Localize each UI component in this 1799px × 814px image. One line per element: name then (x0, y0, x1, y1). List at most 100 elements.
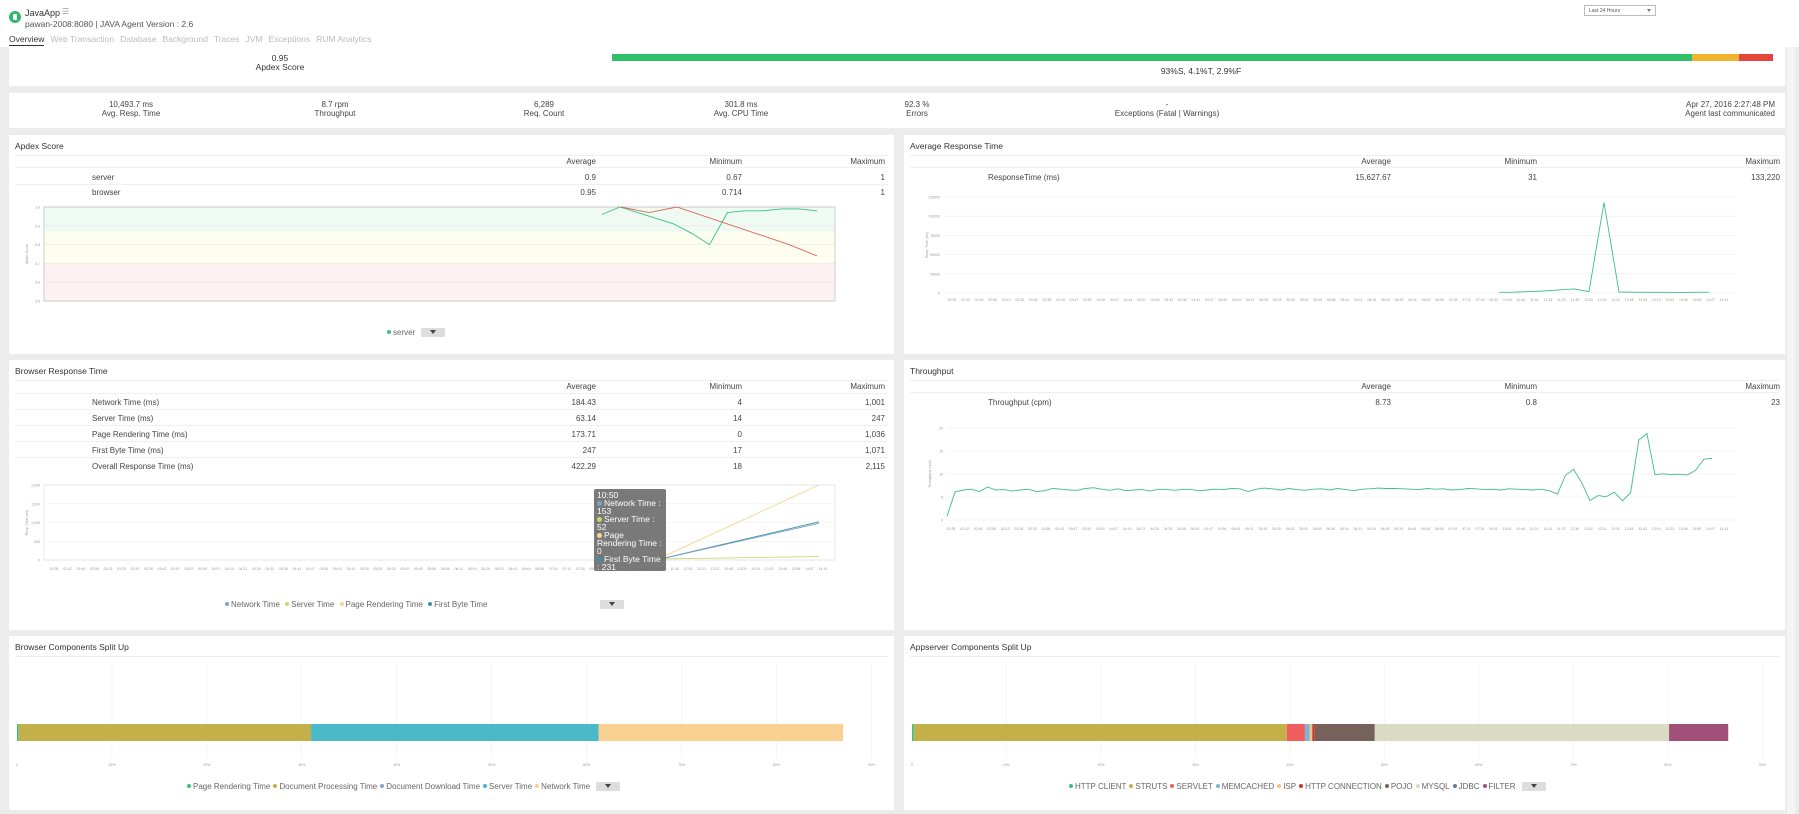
panel-divider (910, 656, 1779, 657)
col-header-minimum: Minimum (1504, 157, 1537, 166)
stat-value: Apr 27, 2016 2:27:48 PM (1686, 100, 1775, 109)
stat-label: Exceptions (Fatal | Warnings) (1114, 109, 1220, 118)
col-header-average: Average (1361, 157, 1391, 166)
x-tick-label: 02:42 (960, 527, 969, 531)
stat-label: Avg. CPU Time (713, 109, 769, 118)
legend-label[interactable]: MEMCACHED (1221, 782, 1275, 791)
x-tick-label: 05:32 (387, 567, 396, 571)
x-tick-label: 04:38 (1177, 527, 1186, 531)
x-tick-label: 04:21 (1137, 298, 1146, 302)
x-tick-label: 13:59 (792, 567, 801, 571)
x-tick-label: 07:18 (1476, 298, 1485, 302)
y-tick-label: 0.8 (35, 243, 40, 247)
x-tick-label: 03:47 (1070, 298, 1079, 302)
legend-label[interactable]: FILTER (1488, 782, 1516, 791)
tab-jvm[interactable]: JVM (245, 34, 263, 44)
legend-label[interactable]: Page Rendering Time (345, 600, 423, 609)
legend-label[interactable]: Document Processing Time (279, 782, 378, 791)
browser-split-bar-chart: 0 10% 20% 30% 40% 50% 60% 70% 80% 90% (16, 662, 875, 767)
legend-label[interactable]: Server Time (489, 782, 533, 791)
tab-web-transaction[interactable]: Web Transaction (50, 34, 115, 44)
col-header-maximum: Maximum (850, 382, 885, 391)
x-tick-label: 12:21 (1598, 298, 1607, 302)
legend-label[interactable]: STRUTS (1135, 782, 1168, 791)
row-avg: 8.73 (1375, 398, 1391, 407)
split-segment (1286, 724, 1305, 741)
legend-label[interactable]: SERVLET (1176, 782, 1213, 791)
row-avg-browser: 0.95 (580, 188, 596, 197)
x-tick-label: 04:41 (292, 567, 301, 571)
x-tick-label: 05:49 (414, 567, 423, 571)
download-chart-icon[interactable] (421, 328, 446, 338)
tooltip-series-name: Server Time (604, 514, 650, 524)
x-tick-label: 03:13 (1002, 298, 1011, 302)
legend-label[interactable]: server (393, 328, 416, 337)
legend-label[interactable]: JDBC (1458, 782, 1480, 791)
row-min: 4 (737, 398, 742, 407)
download-chart-icon[interactable] (596, 782, 621, 792)
legend-label[interactable]: HTTP CONNECTION (1305, 782, 1382, 791)
tooltip-line: Server Time : 52 (597, 514, 655, 532)
x-tick-label: 03:30 (1028, 527, 1037, 531)
legend-label[interactable]: Page Rendering Time (193, 782, 271, 791)
x-tick-label: 09:32 (589, 567, 598, 571)
legend-label[interactable]: Network Time (231, 600, 280, 609)
legend-label[interactable]: Document Download Time (386, 782, 481, 791)
x-tick-label: 04:47 (1205, 298, 1214, 302)
y-axis-label: Resp. Time (ms) (925, 232, 929, 258)
x-tick-label: 13:19 (1652, 298, 1661, 302)
tab-exceptions[interactable]: Exceptions (268, 34, 311, 44)
x-tick-label: 04:38 (1178, 298, 1187, 302)
x-tick-label: 11:01 (1530, 527, 1539, 531)
tooltip-series-name: Page Rendering Time (597, 530, 658, 548)
x-tick-label: 04:47 (306, 567, 315, 571)
legend-label[interactable]: MYSQL (1421, 782, 1450, 791)
download-chart-icon[interactable] (599, 600, 624, 610)
x-tick-label: 12:31 (1611, 527, 1620, 531)
x-tick-label: 06:11 (454, 567, 463, 571)
stat-label: Avg. Resp. Time (101, 109, 161, 118)
legend-label[interactable]: HTTP CLIENT (1075, 782, 1127, 791)
apdex-satisfied-segment (612, 54, 1692, 61)
x-tick-label: 02:56 (987, 527, 996, 531)
x-tick-label: 04:14 (1123, 527, 1132, 531)
tab-rum-analytics[interactable]: RUM Analytics (316, 34, 372, 44)
x-tick-label: 12:21 (1598, 527, 1607, 531)
x-tick-label: 14:14 (1720, 298, 1729, 302)
legend-label[interactable]: Server Time (291, 600, 335, 609)
legend-label[interactable]: ISP (1283, 782, 1297, 791)
tooltip-lines: Network Time : 153 Server Time : 52 Page R… (597, 499, 663, 571)
x-tick-label: 05:42 (1300, 298, 1309, 302)
tab-overview[interactable]: Overview (9, 34, 45, 46)
row-avg: 63.14 (575, 414, 596, 423)
legend-dot-icon (428, 602, 433, 607)
tab-traces[interactable]: Traces (213, 34, 240, 44)
download-chart-icon[interactable] (1521, 782, 1546, 792)
y-tick-label: 0.9 (35, 224, 40, 228)
page-scrollbar[interactable] (1787, 47, 1795, 814)
col-header-minimum: Minimum (1504, 382, 1537, 391)
split-segment (1309, 724, 1313, 741)
col-header-maximum: Maximum (850, 157, 885, 166)
tooltip-series-name: Overall Response Time (597, 570, 656, 572)
legend-dot-icon (380, 784, 385, 789)
x-tick-label: 04:33 (1164, 527, 1173, 531)
x-tick-label: 04:54 (1218, 298, 1227, 302)
legend-dot-icon (1299, 784, 1304, 789)
x-tick-label: 14:14 (1720, 527, 1729, 531)
time-range-select[interactable]: Last 24 Hours (1584, 5, 1656, 16)
app-menu-icon[interactable]: ☰ (62, 7, 70, 16)
appserver-split-legend: HTTP CLIENT STRUTS SERVLET MEMCACHED ISP HTTP… (1066, 782, 1546, 792)
apdex-score-label: Apdex Score (255, 62, 305, 72)
x-tick-label: 02:49 (975, 298, 984, 302)
legend-label[interactable]: Network Time (541, 782, 591, 791)
x-tick-label: 04:38 (279, 567, 288, 571)
tab-database[interactable]: Database (120, 34, 157, 44)
x-tick-label: 09:32 (1489, 527, 1498, 531)
legend-label[interactable]: First Byte Time (434, 600, 488, 609)
legend-label[interactable]: POJO (1390, 782, 1413, 791)
x-tick-label: 06:41 (1408, 527, 1417, 531)
x-tick-label: 12:02 (1584, 298, 1593, 302)
tab-background[interactable]: Background (162, 34, 208, 44)
x-tick-label: 05:11 (1245, 527, 1254, 531)
